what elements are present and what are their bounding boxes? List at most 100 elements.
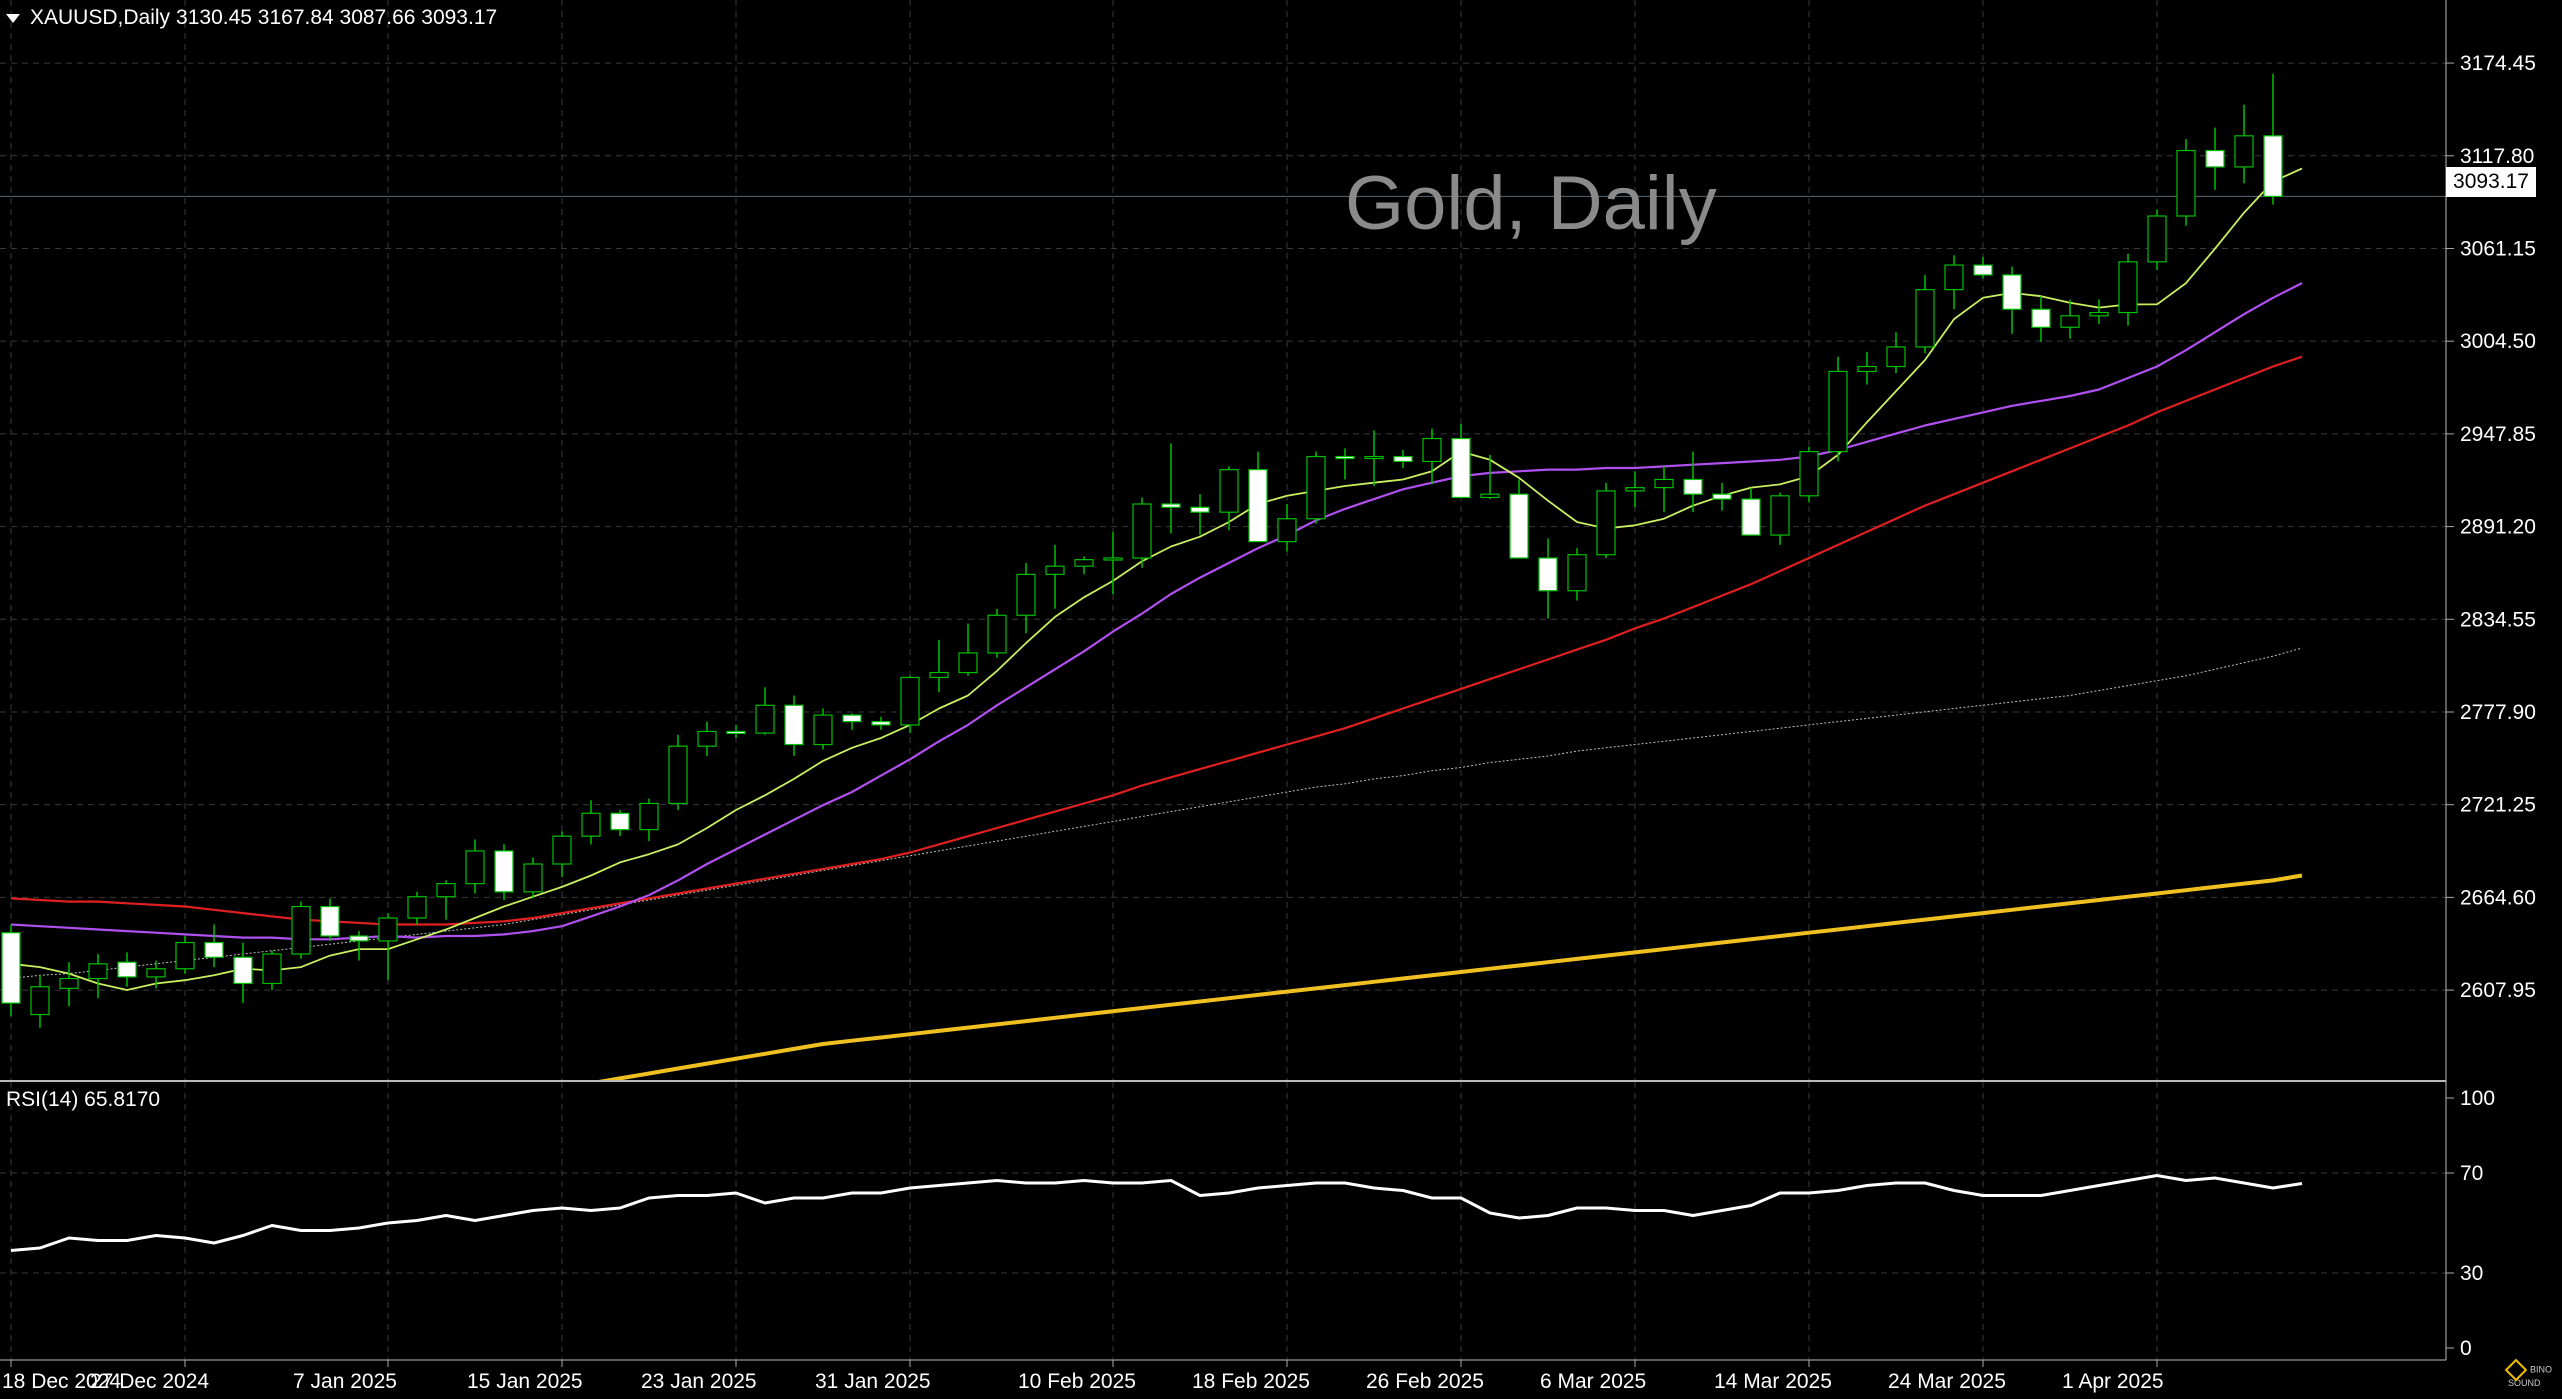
y-tick-label: 2607.95 — [2460, 979, 2536, 1002]
grid — [0, 0, 2446, 1360]
bull-candle — [59, 977, 79, 989]
chart-watermark: Gold, Daily — [1345, 161, 1717, 246]
symbol-label: XAUUSD,Daily — [30, 6, 171, 29]
bear-candle — [117, 961, 137, 978]
x-tick-label: 6 Mar 2025 — [1540, 1370, 1646, 1393]
bull-candle — [668, 745, 688, 805]
bull-candle — [2234, 135, 2254, 168]
bull-candle — [465, 850, 485, 885]
rsi-y-tick-label: 30 — [2460, 1262, 2483, 1285]
bull-candle — [1828, 370, 1848, 453]
rsi-y-tick-label: 0 — [2460, 1337, 2472, 1360]
bull-candle — [639, 802, 659, 831]
rsi-label: RSI(14) 65.8170 — [6, 1088, 161, 1111]
bull-candle — [1277, 518, 1297, 543]
logo-text: BINO SOUND — [2508, 1364, 2553, 1388]
y-tick-label: 3004.50 — [2460, 330, 2536, 353]
y-tick-label: 3174.45 — [2460, 52, 2536, 75]
bear-candle — [1, 932, 21, 1004]
y-tick-label: 2834.55 — [2460, 608, 2536, 631]
bear-candle — [1248, 469, 1268, 543]
bear-candle — [871, 721, 891, 726]
ma-100-line — [10, 647, 2303, 979]
bull-candle — [1944, 264, 1964, 291]
bear-candle — [2205, 149, 2225, 168]
bull-candle — [2060, 315, 2080, 328]
bull-candle — [1915, 289, 1935, 348]
rsi-line — [10, 1174, 2303, 1252]
bear-candle — [1683, 478, 1703, 495]
bear-candle — [2031, 308, 2051, 328]
bear-candle — [2263, 135, 2283, 197]
bear-candle — [349, 935, 369, 942]
x-tick-label: 10 Feb 2025 — [1018, 1370, 1136, 1393]
bull-candle — [929, 671, 949, 679]
chevron-down-icon[interactable] — [6, 13, 20, 23]
bear-candle — [784, 704, 804, 746]
y-tick-label: 2721.25 — [2460, 794, 2536, 817]
bull-candle — [175, 941, 195, 970]
rsi-y-tick-label: 70 — [2460, 1162, 2483, 1185]
x-tick-label: 7 Jan 2025 — [293, 1370, 397, 1393]
ma-20-line — [10, 282, 2303, 941]
bear-candle — [726, 730, 746, 735]
x-tick-label: 27 Dec 2024 — [90, 1370, 209, 1393]
y-tick-label: 2664.60 — [2460, 886, 2536, 909]
bull-candle — [813, 714, 833, 746]
rsi-panel — [0, 1172, 2446, 1274]
bull-candle — [1857, 365, 1877, 373]
x-tick-label: 14 Mar 2025 — [1714, 1370, 1832, 1393]
ma-fast-line — [10, 167, 2303, 991]
bull-candle — [1799, 451, 1819, 497]
bear-candle — [1190, 506, 1210, 513]
bull-candle — [1219, 469, 1239, 513]
bull-candle — [1886, 346, 1906, 368]
bull-candle — [1306, 455, 1326, 520]
bear-candle — [1741, 498, 1761, 536]
bull-candle — [523, 863, 543, 893]
bull-candle — [1596, 490, 1616, 556]
ma-50-line — [10, 355, 2303, 926]
x-tick-label: 31 Jan 2025 — [815, 1370, 931, 1393]
bear-candle — [1451, 437, 1471, 499]
bear-candle — [204, 941, 224, 958]
bear-candle — [610, 812, 630, 831]
bull-candle — [581, 812, 601, 837]
bear-candle — [2002, 274, 2022, 310]
bull-candle — [1016, 573, 1036, 616]
bear-candle — [1161, 503, 1181, 508]
bull-candle — [1567, 554, 1587, 592]
bull-candle — [2089, 311, 2109, 317]
x-tick-label: 15 Jan 2025 — [467, 1370, 583, 1393]
bear-candle — [1973, 264, 1993, 276]
ma-200-line — [598, 873, 2303, 1080]
bull-candle — [1625, 487, 1645, 492]
bear-candle — [233, 956, 253, 985]
bear-candle — [320, 905, 340, 937]
moving-averages — [10, 167, 2303, 1080]
chart-header: XAUUSD,Daily 3130.45 3167.84 3087.66 309… — [6, 6, 497, 30]
bull-candle — [552, 835, 572, 865]
bull-candle — [262, 953, 282, 985]
bear-candle — [1393, 455, 1413, 463]
y-tick-label: 2947.85 — [2460, 423, 2536, 446]
logo: BINO SOUND — [2504, 1358, 2562, 1388]
bull-candle — [88, 963, 108, 980]
bear-candle — [494, 850, 514, 893]
bull-candle — [755, 704, 775, 734]
bull-candle — [1045, 565, 1065, 575]
bull-candle — [378, 917, 398, 942]
bear-candle — [1712, 493, 1732, 500]
bull-candle — [1654, 478, 1674, 489]
x-tick-label: 18 Feb 2025 — [1192, 1370, 1310, 1393]
bull-candle — [987, 614, 1007, 654]
bull-candle — [2118, 261, 2138, 314]
bull-candle — [958, 652, 978, 674]
bull-candle — [436, 883, 456, 898]
bull-candle — [1422, 437, 1442, 463]
bear-candle — [1335, 455, 1355, 460]
y-tick-label: 3061.15 — [2460, 237, 2536, 260]
bull-candle — [1074, 559, 1094, 567]
